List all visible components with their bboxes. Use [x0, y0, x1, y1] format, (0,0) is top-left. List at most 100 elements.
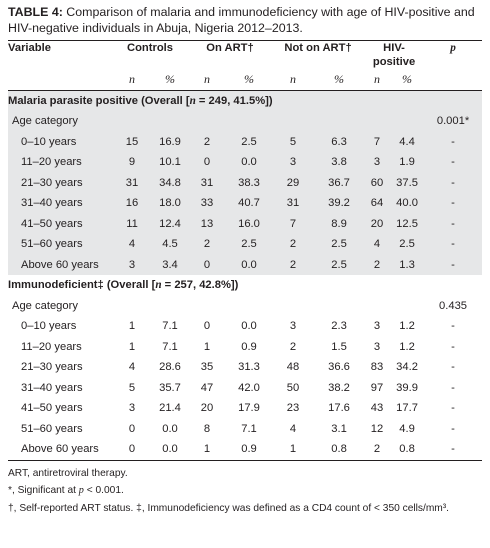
- p-value-cell: -: [424, 234, 483, 255]
- table-row: 41–50 years 3 21.4 20 17.9 23 17.6 43 17.7 -: [8, 398, 482, 419]
- section-title-pre: Immunodeficient‡ (Overall [: [8, 279, 156, 291]
- count-cell: 0: [203, 320, 211, 332]
- percent-cell: 4.4: [390, 131, 425, 152]
- count-cell: 1: [203, 443, 211, 455]
- count-cell: 2: [188, 234, 226, 255]
- percent-cell: 38.2: [328, 381, 350, 394]
- percent-cell: 7.1: [241, 422, 257, 435]
- table-row: 0–10 years 15 16.9 2 2.5 5 6.3 7 4.4-: [8, 131, 483, 152]
- count-cell: 7: [272, 213, 315, 234]
- age-group-cell: 41–50 years: [21, 402, 83, 414]
- table-caption: TABLE 4: Comparison of malaria and immun…: [8, 4, 482, 36]
- footnote-significance-pre: *, Significant at: [8, 485, 79, 496]
- count-cell: 1: [128, 340, 136, 353]
- age-category-label: Age category: [8, 111, 425, 132]
- percent-cell: 40.7: [226, 193, 273, 214]
- count-cell: 3: [373, 320, 381, 332]
- count-cell: 3: [289, 320, 297, 332]
- percent-cell: 0.0: [162, 422, 178, 435]
- count-cell: 60: [364, 172, 391, 193]
- p-value-cell: -: [424, 152, 483, 173]
- p-value-cell: -: [451, 361, 455, 373]
- table-row: 0–10 years 1 7.1 0 0.0 3 2.3 3 1.2 -: [8, 316, 482, 337]
- count-cell: 97: [370, 381, 384, 394]
- percent-cell: 28.6: [159, 361, 181, 373]
- section-title-n: n: [155, 279, 162, 291]
- count-cell: 29: [272, 172, 315, 193]
- percent-cell: 0.0: [241, 320, 257, 332]
- footnotes: ART, antiretroviral therapy. *, Signific…: [8, 467, 482, 516]
- percent-cell: 3.1: [331, 422, 347, 435]
- section-header-row: Malaria parasite positive (Overall [n = …: [8, 90, 483, 111]
- p-value-cell: -: [424, 172, 483, 193]
- percent-cell: 1.5: [331, 340, 347, 353]
- count-cell: 9: [112, 152, 152, 173]
- percent-cell: 7.1: [162, 340, 178, 353]
- percent-cell: 1.2: [399, 320, 415, 332]
- table-row: Above 60 years 0 0.0 1 0.9 1 0.8 2 0.8 -: [8, 439, 483, 460]
- count-cell: 83: [370, 361, 384, 373]
- p-value-cell: -: [451, 443, 455, 455]
- count-cell: 2: [272, 254, 315, 275]
- percent-cell: 39.9: [396, 381, 418, 394]
- table-row: 31–40 years 5 35.7 47 42.0 50 38.2 97 39.9 -: [8, 378, 482, 399]
- p-value-cell: -: [451, 320, 455, 332]
- percent-cell: 4.5: [152, 234, 188, 255]
- percent-cell: 17.9: [238, 402, 260, 414]
- count-cell: 4: [128, 361, 136, 373]
- col-hiv-positive-line2: positive: [372, 56, 416, 68]
- count-cell: 50: [286, 381, 300, 394]
- percent-cell: 1.9: [390, 152, 425, 173]
- table-row: 11–20 years 1 7.1 1 0.9 2 1.5 3 1.2 -: [8, 337, 482, 358]
- count-cell: 5: [272, 131, 315, 152]
- p-value-cell: -: [451, 422, 455, 435]
- subheader-blank: [8, 69, 112, 90]
- percent-cell: 2.5: [226, 131, 273, 152]
- percent-cell: 2.5: [314, 254, 365, 275]
- overall-p-value: 0.001*: [424, 111, 483, 132]
- count-cell: 2: [373, 443, 381, 455]
- percent-cell: 2.5: [390, 234, 425, 255]
- percent-cell: 8.9: [314, 213, 365, 234]
- count-cell: 4: [112, 234, 152, 255]
- count-cell: 1: [128, 320, 136, 332]
- percent-cell: 31.3: [238, 361, 260, 373]
- percent-cell: 0.9: [241, 443, 257, 455]
- percent-cell: 17.6: [328, 402, 350, 414]
- percent-cell: 3.8: [314, 152, 365, 173]
- percent-cell: 0.8: [399, 443, 415, 455]
- footnote-significance-p: p: [78, 485, 84, 496]
- percent-cell: 17.7: [396, 402, 418, 414]
- subheader-blank: [424, 69, 482, 90]
- count-cell: 3: [128, 402, 136, 414]
- section-header-row: Immunodeficient‡ (Overall [n = 257, 42.8…: [8, 275, 482, 296]
- count-cell: 35: [200, 361, 214, 373]
- p-value-cell: -: [424, 131, 483, 152]
- section-title-post: = 257, 42.8%]): [161, 279, 239, 291]
- section-title: Immunodeficient‡ (Overall [n = 257, 42.8…: [8, 275, 482, 296]
- sub-pct: %: [165, 72, 175, 86]
- count-cell: 4: [364, 234, 391, 255]
- count-cell: 33: [188, 193, 226, 214]
- count-cell: 2: [188, 131, 226, 152]
- percent-cell: 2.5: [226, 234, 273, 255]
- age-group-cell: 21–30 years: [8, 172, 112, 193]
- count-cell: 43: [370, 402, 384, 414]
- percent-cell: 39.2: [314, 193, 365, 214]
- count-cell: 15: [112, 131, 152, 152]
- count-cell: 2: [364, 254, 391, 275]
- col-p-label: p: [450, 42, 456, 54]
- p-value-cell: -: [451, 340, 455, 353]
- count-cell: 0: [188, 152, 226, 173]
- count-cell: 31: [272, 193, 315, 214]
- age-group-cell: 51–60 years: [8, 234, 112, 255]
- sub-n: n: [290, 72, 297, 86]
- table-row: 51–60 years 0 0.0 8 7.1 4 3.1 12 4.9 -: [8, 419, 482, 440]
- age-group-cell: Above 60 years: [8, 254, 112, 275]
- percent-cell: 36.6: [328, 361, 350, 373]
- count-cell: 48: [286, 361, 300, 373]
- percent-cell: 2.5: [314, 234, 365, 255]
- footnote-definitions: †, Self-reported ART status. ‡, Immunode…: [8, 502, 450, 514]
- count-cell: 20: [364, 213, 391, 234]
- section-title: Malaria parasite positive (Overall [n = …: [8, 90, 483, 111]
